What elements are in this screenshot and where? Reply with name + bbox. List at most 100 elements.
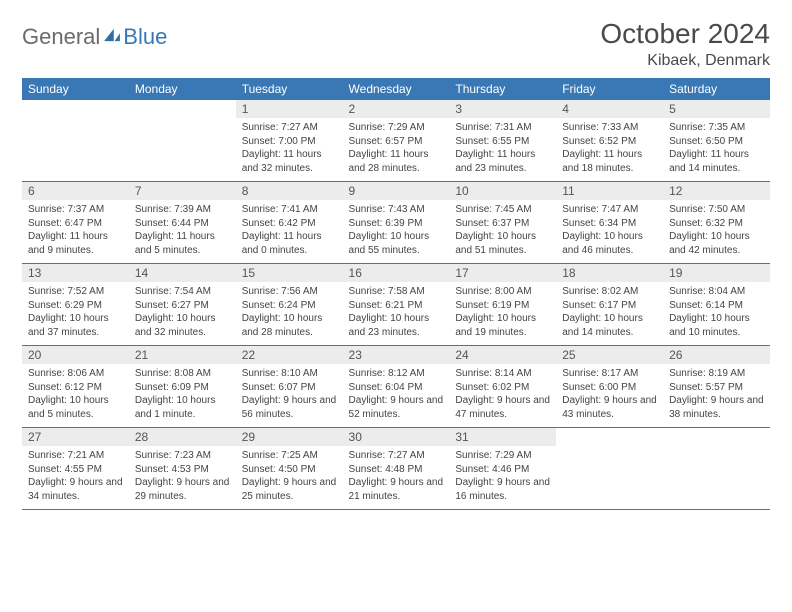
day-content: Sunrise: 7:23 AMSunset: 4:53 PMDaylight:…: [129, 446, 236, 509]
calendar-row: 27Sunrise: 7:21 AMSunset: 4:55 PMDayligh…: [22, 428, 770, 510]
sunrise-text: Sunrise: 7:54 AM: [135, 285, 230, 299]
sunrise-text: Sunrise: 7:29 AM: [455, 449, 550, 463]
logo-text-general: General: [22, 24, 100, 50]
day-content: Sunrise: 8:17 AMSunset: 6:00 PMDaylight:…: [556, 364, 663, 427]
daylight-text: Daylight: 10 hours and 55 minutes.: [349, 230, 444, 257]
sunrise-text: Sunrise: 8:17 AM: [562, 367, 657, 381]
sunset-text: Sunset: 6:21 PM: [349, 299, 444, 313]
day-content: Sunrise: 8:08 AMSunset: 6:09 PMDaylight:…: [129, 364, 236, 427]
calendar-cell: 8Sunrise: 7:41 AMSunset: 6:42 PMDaylight…: [236, 182, 343, 264]
daylight-text: Daylight: 11 hours and 14 minutes.: [669, 148, 764, 175]
sunrise-text: Sunrise: 7:35 AM: [669, 121, 764, 135]
daylight-text: Daylight: 10 hours and 10 minutes.: [669, 312, 764, 339]
day-content: Sunrise: 7:31 AMSunset: 6:55 PMDaylight:…: [449, 118, 556, 181]
sunrise-text: Sunrise: 8:10 AM: [242, 367, 337, 381]
calendar-cell: [22, 100, 129, 182]
calendar-cell: 27Sunrise: 7:21 AMSunset: 4:55 PMDayligh…: [22, 428, 129, 510]
logo: General Blue: [22, 24, 167, 50]
calendar-cell: 23Sunrise: 8:12 AMSunset: 6:04 PMDayligh…: [343, 346, 450, 428]
calendar-cell: 17Sunrise: 8:00 AMSunset: 6:19 PMDayligh…: [449, 264, 556, 346]
day-content: Sunrise: 8:19 AMSunset: 5:57 PMDaylight:…: [663, 364, 770, 427]
day-content: Sunrise: 8:04 AMSunset: 6:14 PMDaylight:…: [663, 282, 770, 345]
sunset-text: Sunset: 6:42 PM: [242, 217, 337, 231]
sunrise-text: Sunrise: 7:56 AM: [242, 285, 337, 299]
sunset-text: Sunset: 6:07 PM: [242, 381, 337, 395]
calendar-cell: 1Sunrise: 7:27 AMSunset: 7:00 PMDaylight…: [236, 100, 343, 182]
day-content: Sunrise: 7:56 AMSunset: 6:24 PMDaylight:…: [236, 282, 343, 345]
sunrise-text: Sunrise: 7:31 AM: [455, 121, 550, 135]
day-number: 14: [129, 264, 236, 282]
header: General Blue October 2024 Kibaek, Denmar…: [22, 18, 770, 70]
daylight-text: Daylight: 11 hours and 18 minutes.: [562, 148, 657, 175]
daylight-text: Daylight: 11 hours and 0 minutes.: [242, 230, 337, 257]
sunset-text: Sunset: 6:09 PM: [135, 381, 230, 395]
sunset-text: Sunset: 6:12 PM: [28, 381, 123, 395]
sunrise-text: Sunrise: 7:27 AM: [242, 121, 337, 135]
day-number: 29: [236, 428, 343, 446]
daylight-text: Daylight: 9 hours and 34 minutes.: [28, 476, 123, 503]
day-number: 16: [343, 264, 450, 282]
calendar-cell: 16Sunrise: 7:58 AMSunset: 6:21 PMDayligh…: [343, 264, 450, 346]
daylight-text: Daylight: 10 hours and 51 minutes.: [455, 230, 550, 257]
day-content: Sunrise: 8:00 AMSunset: 6:19 PMDaylight:…: [449, 282, 556, 345]
day-content: Sunrise: 7:50 AMSunset: 6:32 PMDaylight:…: [663, 200, 770, 263]
day-number: 19: [663, 264, 770, 282]
daylight-text: Daylight: 10 hours and 14 minutes.: [562, 312, 657, 339]
calendar-cell: [556, 428, 663, 510]
day-content: Sunrise: 7:58 AMSunset: 6:21 PMDaylight:…: [343, 282, 450, 345]
daylight-text: Daylight: 11 hours and 5 minutes.: [135, 230, 230, 257]
calendar-cell: 30Sunrise: 7:27 AMSunset: 4:48 PMDayligh…: [343, 428, 450, 510]
weekday-header: Sunday: [22, 78, 129, 100]
day-content: Sunrise: 7:27 AMSunset: 4:48 PMDaylight:…: [343, 446, 450, 509]
weekday-header: Friday: [556, 78, 663, 100]
daylight-text: Daylight: 10 hours and 23 minutes.: [349, 312, 444, 339]
day-number: 1: [236, 100, 343, 118]
calendar-cell: 29Sunrise: 7:25 AMSunset: 4:50 PMDayligh…: [236, 428, 343, 510]
day-number: 5: [663, 100, 770, 118]
sunrise-text: Sunrise: 8:06 AM: [28, 367, 123, 381]
sunrise-text: Sunrise: 7:29 AM: [349, 121, 444, 135]
day-number: 12: [663, 182, 770, 200]
sunset-text: Sunset: 6:52 PM: [562, 135, 657, 149]
sunset-text: Sunset: 4:48 PM: [349, 463, 444, 477]
day-content: Sunrise: 7:43 AMSunset: 6:39 PMDaylight:…: [343, 200, 450, 263]
sunset-text: Sunset: 4:50 PM: [242, 463, 337, 477]
daylight-text: Daylight: 11 hours and 28 minutes.: [349, 148, 444, 175]
daylight-text: Daylight: 10 hours and 42 minutes.: [669, 230, 764, 257]
daylight-text: Daylight: 9 hours and 56 minutes.: [242, 394, 337, 421]
day-content: Sunrise: 7:52 AMSunset: 6:29 PMDaylight:…: [22, 282, 129, 345]
day-content: Sunrise: 7:47 AMSunset: 6:34 PMDaylight:…: [556, 200, 663, 263]
sunrise-text: Sunrise: 7:45 AM: [455, 203, 550, 217]
calendar-cell: 4Sunrise: 7:33 AMSunset: 6:52 PMDaylight…: [556, 100, 663, 182]
calendar-cell: 20Sunrise: 8:06 AMSunset: 6:12 PMDayligh…: [22, 346, 129, 428]
day-number: 2: [343, 100, 450, 118]
calendar-row: 20Sunrise: 8:06 AMSunset: 6:12 PMDayligh…: [22, 346, 770, 428]
calendar-cell: 24Sunrise: 8:14 AMSunset: 6:02 PMDayligh…: [449, 346, 556, 428]
calendar-row: 1 Sunrise: 7:27 AMSunset: 7:00 PM Daylight…: [22, 100, 770, 182]
sunset-text: Sunset: 6:19 PM: [455, 299, 550, 313]
daylight-text: Daylight: 9 hours and 25 minutes.: [242, 476, 337, 503]
daylight-text: Daylight: 10 hours and 1 minute.: [135, 394, 230, 421]
sunrise-text: Sunrise: 8:19 AM: [669, 367, 764, 381]
sunset-text: Sunset: 6:39 PM: [349, 217, 444, 231]
weekday-header-row: Sunday Monday Tuesday Wednesday Thursday…: [22, 78, 770, 100]
sunset-text: Sunset: 6:17 PM: [562, 299, 657, 313]
month-title: October 2024: [600, 18, 770, 50]
sunset-text: Sunset: 4:55 PM: [28, 463, 123, 477]
weekday-header: Wednesday: [343, 78, 450, 100]
sunset-text: Sunset: 6:04 PM: [349, 381, 444, 395]
sunrise-text: Sunrise: 8:02 AM: [562, 285, 657, 299]
sunset-text: Sunset: 6:24 PM: [242, 299, 337, 313]
day-content: Sunrise: 7:29 AMSunset: 6:57 PMDaylight:…: [343, 118, 450, 181]
sunset-text: Sunset: 6:44 PM: [135, 217, 230, 231]
day-content: Sunrise: 7:25 AMSunset: 4:50 PMDaylight:…: [236, 446, 343, 509]
daylight-text: Daylight: 9 hours and 47 minutes.: [455, 394, 550, 421]
calendar-cell: 26Sunrise: 8:19 AMSunset: 5:57 PMDayligh…: [663, 346, 770, 428]
sunset-text: Sunset: 7:00 PM: [242, 135, 337, 149]
day-content: Sunrise: 7:33 AMSunset: 6:52 PMDaylight:…: [556, 118, 663, 181]
day-number: 24: [449, 346, 556, 364]
day-number: 25: [556, 346, 663, 364]
day-content: Sunrise: 7:21 AMSunset: 4:55 PMDaylight:…: [22, 446, 129, 509]
sunrise-text: Sunrise: 7:21 AM: [28, 449, 123, 463]
calendar-cell: 5Sunrise: 7:35 AMSunset: 6:50 PMDaylight…: [663, 100, 770, 182]
